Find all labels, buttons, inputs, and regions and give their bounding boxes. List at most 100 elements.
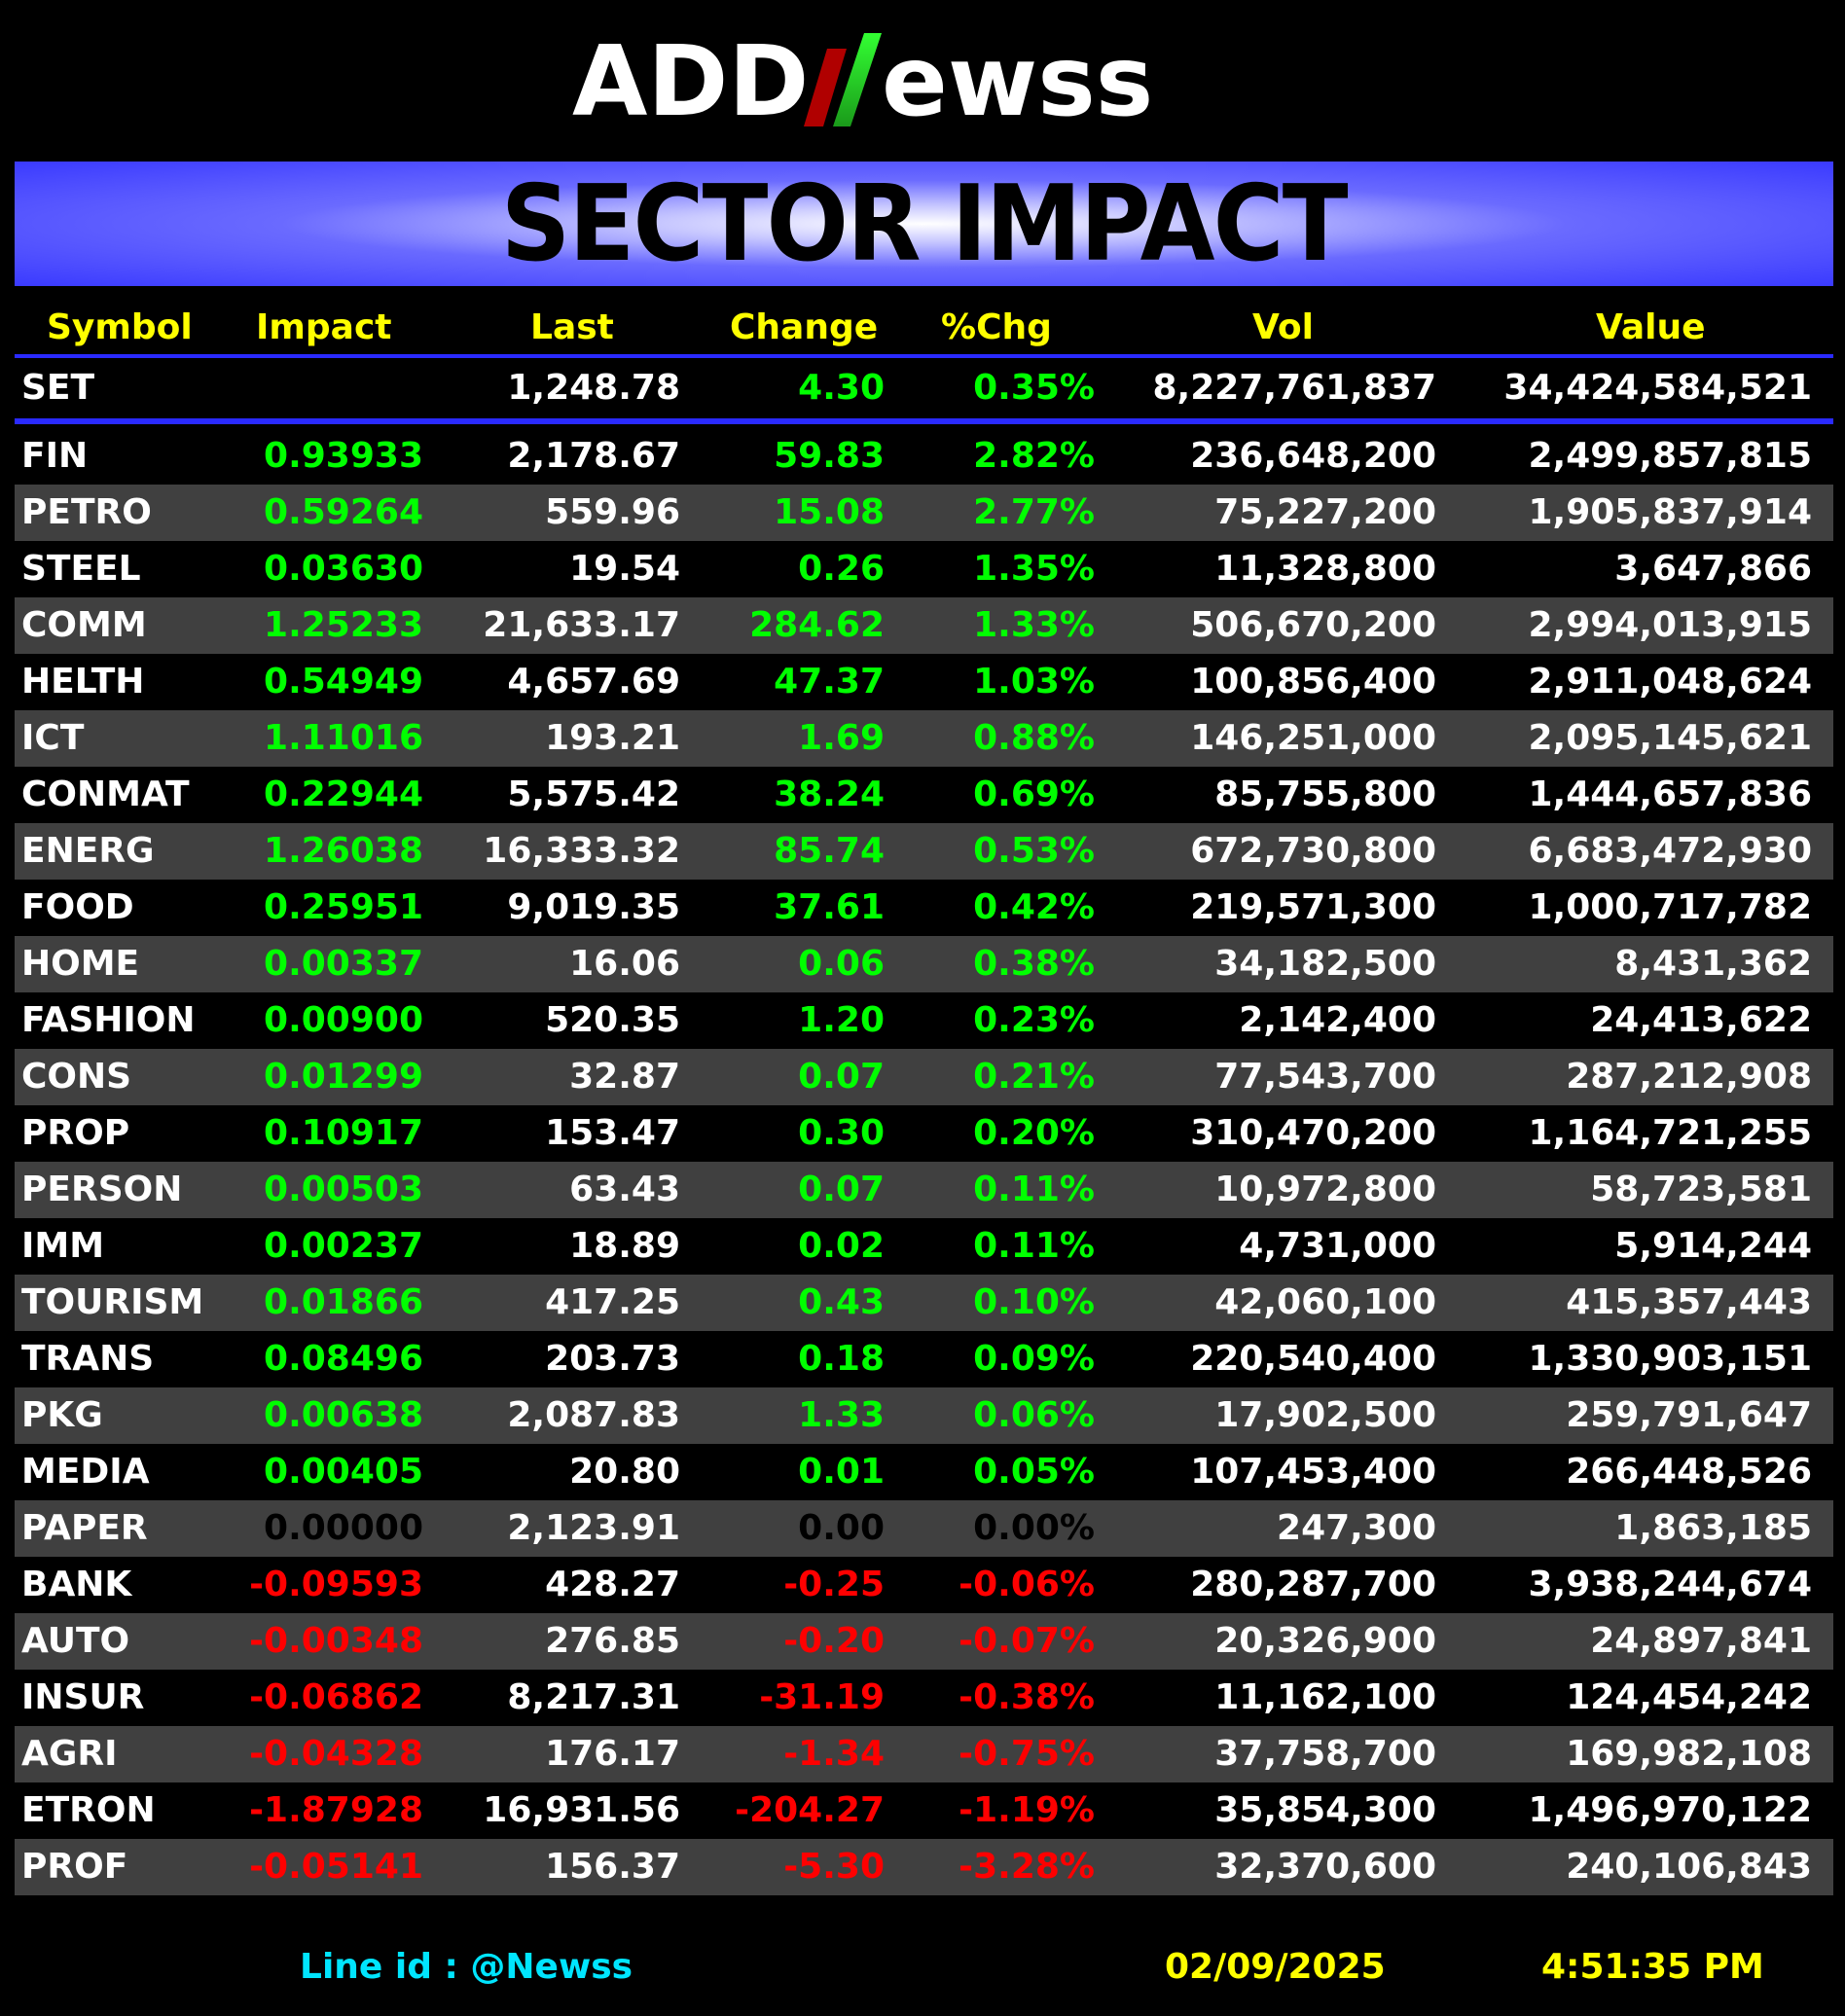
sector-vol: 85,755,800 xyxy=(1214,774,1436,814)
sector-value: 1,330,903,151 xyxy=(1528,1339,1812,1379)
sector-change: 0.01 xyxy=(798,1452,885,1492)
sector-impact: 0.00000 xyxy=(264,1508,423,1548)
sector-impact: 0.00337 xyxy=(264,944,423,984)
sector-impact: 0.00638 xyxy=(264,1395,423,1435)
sector-value: 1,164,721,255 xyxy=(1528,1113,1812,1153)
sector-pct-change: 0.06% xyxy=(973,1395,1095,1435)
sector-value: 259,791,647 xyxy=(1566,1395,1812,1435)
header-impact: Impact xyxy=(256,307,392,347)
sector-symbol: TOURISM xyxy=(21,1282,204,1322)
sector-pct-change: -0.06% xyxy=(959,1565,1095,1604)
sector-pct-change: 1.35% xyxy=(973,549,1095,589)
sector-value: 5,914,244 xyxy=(1614,1226,1812,1266)
sector-symbol: PERSON xyxy=(21,1170,183,1209)
sector-change: 85.74 xyxy=(774,831,885,871)
sector-symbol: FOOD xyxy=(21,887,134,927)
sector-vol: 100,856,400 xyxy=(1190,662,1436,702)
sector-last: 428.27 xyxy=(545,1565,680,1604)
sector-symbol: ETRON xyxy=(21,1790,156,1830)
sector-change: 0.07 xyxy=(798,1170,885,1209)
sector-vol: 672,730,800 xyxy=(1190,831,1436,871)
header-symbol: Symbol xyxy=(47,307,193,347)
sector-value: 1,496,970,122 xyxy=(1528,1790,1812,1830)
sector-impact: -0.04328 xyxy=(249,1734,423,1774)
sector-vol: 37,758,700 xyxy=(1214,1734,1436,1774)
sector-pct-change: -0.38% xyxy=(959,1677,1095,1717)
sector-vol: 107,453,400 xyxy=(1190,1452,1436,1492)
sector-last: 559.96 xyxy=(545,492,680,532)
sector-vol: 506,670,200 xyxy=(1190,605,1436,645)
sector-impact: 1.25233 xyxy=(264,605,423,645)
sector-pct-change: 2.82% xyxy=(973,436,1095,476)
sector-last: 32.87 xyxy=(569,1057,680,1097)
set-index-row: SET 1,248.78 4.30 0.35% 8,227,761,837 34… xyxy=(15,358,1833,424)
table-header: Symbol Impact Last Change %Chg Vol Value xyxy=(15,298,1833,358)
sector-symbol: PKG xyxy=(21,1395,103,1435)
sector-change: 284.62 xyxy=(749,605,885,645)
sector-value: 287,212,908 xyxy=(1566,1057,1812,1097)
sector-impact: -0.05141 xyxy=(249,1847,423,1887)
sector-change: 59.83 xyxy=(774,436,885,476)
table-row: BANK -0.09593 428.27 -0.25 -0.06% 280,287,700… xyxy=(15,1557,1833,1613)
sector-impact: 0.00405 xyxy=(264,1452,423,1492)
sector-pct-change: 0.09% xyxy=(973,1339,1095,1379)
logo-mark-green xyxy=(833,33,882,126)
sector-vol: 220,540,400 xyxy=(1190,1339,1436,1379)
table-row: AUTO -0.00348 276.85 -0.20 -0.07% 20,326,900 2… xyxy=(15,1613,1833,1670)
sector-value: 1,444,657,836 xyxy=(1528,774,1812,814)
set-vol: 8,227,761,837 xyxy=(1152,368,1436,408)
table-row: TRANS 0.08496 203.73 0.18 0.09% 220,540,400 1,… xyxy=(15,1331,1833,1387)
sector-vol: 2,142,400 xyxy=(1239,1000,1436,1040)
sector-change: 1.33 xyxy=(798,1395,885,1435)
sector-last: 153.47 xyxy=(545,1113,680,1153)
sector-pct-change: -3.28% xyxy=(959,1847,1095,1887)
sector-value: 24,897,841 xyxy=(1590,1621,1812,1661)
set-change: 4.30 xyxy=(798,368,885,408)
sector-pct-change: 0.38% xyxy=(973,944,1095,984)
sector-vol: 42,060,100 xyxy=(1214,1282,1436,1322)
sector-symbol: IMM xyxy=(21,1226,105,1266)
sector-change: -0.20 xyxy=(783,1621,885,1661)
sector-symbol: ENERG xyxy=(21,831,155,871)
sector-vol: 310,470,200 xyxy=(1190,1113,1436,1153)
page-title: SECTOR IMPACT xyxy=(501,162,1349,285)
set-pct-change: 0.35% xyxy=(973,368,1095,408)
sector-pct-change: 0.23% xyxy=(973,1000,1095,1040)
table-row: TOURISM 0.01866 417.25 0.43 0.10% 42,060,100 4… xyxy=(15,1275,1833,1331)
sector-last: 2,178.67 xyxy=(507,436,680,476)
table-row: PERSON 0.00503 63.43 0.07 0.11% 10,972,800 58,… xyxy=(15,1162,1833,1218)
sector-value: 240,106,843 xyxy=(1566,1847,1812,1887)
sector-last: 4,657.69 xyxy=(507,662,680,702)
table-row: FIN 0.93933 2,178.67 59.83 2.82% 236,648,200 2… xyxy=(15,428,1833,485)
sector-pct-change: 0.53% xyxy=(973,831,1095,871)
sector-last: 19.54 xyxy=(569,549,680,589)
sector-change: 15.08 xyxy=(774,492,885,532)
sector-last: 16,333.32 xyxy=(483,831,680,871)
sector-value: 1,905,837,914 xyxy=(1528,492,1812,532)
footer-time: 4:51:35 PM xyxy=(1541,1947,1764,1987)
sector-value: 415,357,443 xyxy=(1566,1282,1812,1322)
sector-impact: 0.22944 xyxy=(264,774,423,814)
sector-symbol: PETRO xyxy=(21,492,152,532)
sector-symbol: STEEL xyxy=(21,549,141,589)
sector-last: 193.21 xyxy=(545,718,680,758)
sector-symbol: AGRI xyxy=(21,1734,118,1774)
sector-vol: 10,972,800 xyxy=(1214,1170,1436,1209)
sector-value: 1,000,717,782 xyxy=(1528,887,1812,927)
table-row: FOOD 0.25951 9,019.35 37.61 0.42% 219,571,300… xyxy=(15,880,1833,936)
sector-vol: 17,902,500 xyxy=(1214,1395,1436,1435)
sector-value: 124,454,242 xyxy=(1566,1677,1812,1717)
sector-symbol: CONMAT xyxy=(21,774,190,814)
sector-last: 9,019.35 xyxy=(507,887,680,927)
logo-mark-red xyxy=(804,49,847,126)
header-value: Value xyxy=(1596,307,1706,347)
sector-impact: 0.10917 xyxy=(264,1113,423,1153)
sector-symbol: FIN xyxy=(21,436,89,476)
sector-change: 0.02 xyxy=(798,1226,885,1266)
sector-last: 156.37 xyxy=(545,1847,680,1887)
sector-change: 0.26 xyxy=(798,549,885,589)
sector-symbol: CONS xyxy=(21,1057,132,1097)
sector-symbol: AUTO xyxy=(21,1621,130,1661)
sector-symbol: HOME xyxy=(21,944,140,984)
set-value: 34,424,584,521 xyxy=(1503,368,1812,408)
